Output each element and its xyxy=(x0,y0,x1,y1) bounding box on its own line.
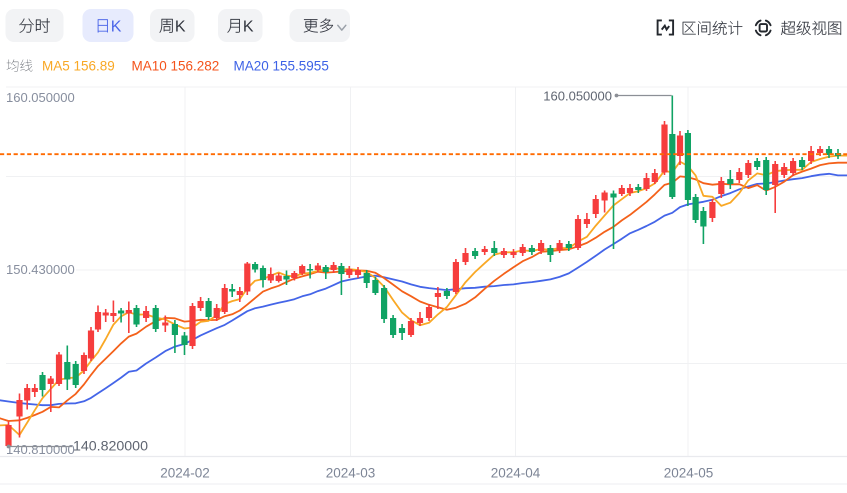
svg-text:140.810000: 140.810000 xyxy=(6,442,75,457)
svg-text:K: K xyxy=(175,18,186,35)
svg-text:2024-05: 2024-05 xyxy=(664,465,714,480)
svg-text:140.820000: 140.820000 xyxy=(73,439,148,455)
svg-text:160.050000: 160.050000 xyxy=(543,89,612,104)
svg-text:160.050000: 160.050000 xyxy=(6,90,75,105)
svg-text:150.430000: 150.430000 xyxy=(6,262,75,277)
svg-text:K: K xyxy=(111,18,122,35)
svg-text:MA5 156.89: MA5 156.89 xyxy=(42,58,115,73)
svg-text:2024-04: 2024-04 xyxy=(491,465,541,480)
svg-text:2024-03: 2024-03 xyxy=(326,465,376,480)
svg-text:K: K xyxy=(243,18,254,35)
svg-text:MA20 155.5955: MA20 155.5955 xyxy=(234,58,329,73)
svg-text:MA10 156.282: MA10 156.282 xyxy=(132,58,220,73)
svg-text:2024-02: 2024-02 xyxy=(160,465,210,480)
